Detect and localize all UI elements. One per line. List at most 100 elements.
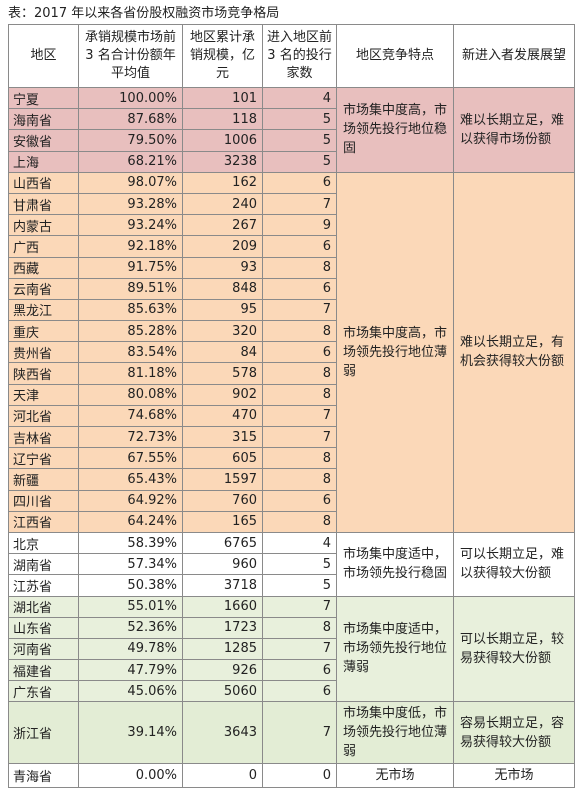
cell-share: 52.36% <box>78 616 183 639</box>
group-outlook: 难以长期立足，难以获得市场份额 <box>453 87 575 173</box>
cell-share: 65.43% <box>78 468 183 491</box>
cell-banks: 6 <box>262 235 337 258</box>
cell-region: 上海 <box>8 150 79 173</box>
cell-region: 广西 <box>8 235 79 258</box>
cell-scale: 1723 <box>182 616 263 639</box>
cell-banks: 6 <box>262 341 337 364</box>
cell-share: 91.75% <box>78 256 183 279</box>
group-outlook: 可以长期立足，难以获得较大份额 <box>453 531 575 597</box>
cell-share: 45.06% <box>78 680 183 703</box>
cell-scale: 3238 <box>182 150 263 173</box>
table-row: 宁夏 100.00% 101 4 市场集中度高，市场领先投行地位稳固 难以长期立… <box>8 86 575 173</box>
cell-banks: 5 <box>262 129 337 152</box>
cell-scale: 578 <box>182 362 263 385</box>
table-row: 湖北省 55.01% 1660 7 市场集中度适中，市场领先投行地位薄弱 可以长… <box>8 595 575 703</box>
cell-share: 72.73% <box>78 425 183 449</box>
cell-region: 重庆 <box>8 320 79 343</box>
cell-region: 湖北省 <box>8 595 79 618</box>
cell-banks: 8 <box>262 510 337 533</box>
cell-banks: 7 <box>262 637 337 661</box>
cell-share: 47.79% <box>78 659 183 682</box>
cell-scale: 267 <box>182 214 263 237</box>
cell-banks: 8 <box>262 256 337 279</box>
cell-scale: 470 <box>182 404 263 428</box>
cell-share: 93.24% <box>78 214 183 237</box>
cell-region: 广东省 <box>8 680 79 703</box>
cell-banks: 6 <box>262 489 337 512</box>
group-feature: 市场集中度适中，市场领先投行稳固 <box>336 531 454 597</box>
cell-scale: 118 <box>182 108 263 131</box>
cell-region: 吉林省 <box>8 425 79 449</box>
cell-banks: 8 <box>262 362 337 385</box>
table-row: 北京 58.39% 6765 4 市场集中度适中，市场领先投行稳固 可以长期立足… <box>8 531 575 597</box>
cell-banks: 8 <box>262 383 337 406</box>
cell-banks: 7 <box>262 425 337 449</box>
cell-share: 57.34% <box>78 553 183 576</box>
cell-region: 陕西省 <box>8 362 79 385</box>
cell-share: 79.50% <box>78 129 183 152</box>
cell-region: 浙江省 <box>8 701 79 765</box>
cell-share: 80.08% <box>78 383 183 406</box>
cell-scale: 95 <box>182 298 263 322</box>
competition-table: 地区 承销规模市场前 3 名合计份额年平均值 地区累计承销规模，亿元 进入地区前… <box>8 24 575 789</box>
table-caption: 表：2017 年以来各省份股权融资市场竞争格局 <box>8 6 280 21</box>
cell-share: 64.92% <box>78 489 183 512</box>
cell-scale: 0 <box>182 763 263 789</box>
cell-scale: 3718 <box>182 574 263 597</box>
cell-scale: 162 <box>182 171 263 194</box>
cell-banks: 9 <box>262 214 337 237</box>
cell-region: 云南省 <box>8 277 79 300</box>
cell-region: 甘肃省 <box>8 192 79 216</box>
cell-share: 85.63% <box>78 298 183 322</box>
cell-scale: 1660 <box>182 595 263 618</box>
cell-banks: 5 <box>262 108 337 131</box>
cell-region: 北京 <box>8 531 79 555</box>
cell-scale: 3643 <box>182 701 263 765</box>
cell-share: 55.01% <box>78 595 183 618</box>
cell-scale: 5060 <box>182 680 263 703</box>
cell-banks: 7 <box>262 701 337 765</box>
cell-region: 河南省 <box>8 637 79 661</box>
cell-scale: 926 <box>182 659 263 682</box>
cell-share: 100.00% <box>78 86 183 110</box>
cell-region: 河北省 <box>8 404 79 428</box>
header-feature: 地区竞争特点 <box>336 24 454 88</box>
cell-share: 89.51% <box>78 277 183 300</box>
cell-banks: 6 <box>262 659 337 682</box>
cell-share: 64.24% <box>78 510 183 533</box>
cell-banks: 4 <box>262 531 337 555</box>
cell-region: 西藏 <box>8 256 79 279</box>
cell-share: 98.07% <box>78 171 183 194</box>
cell-scale: 760 <box>182 489 263 512</box>
header-outlook: 新进入者发展展望 <box>453 24 575 88</box>
cell-share: 81.18% <box>78 362 183 385</box>
cell-region: 青海省 <box>8 763 79 789</box>
cell-share: 87.68% <box>78 108 183 131</box>
cell-banks: 8 <box>262 320 337 343</box>
cell-scale: 240 <box>182 192 263 216</box>
cell-region: 湖南省 <box>8 553 79 576</box>
cell-banks: 5 <box>262 553 337 576</box>
cell-region: 宁夏 <box>8 86 79 110</box>
cell-scale: 320 <box>182 320 263 343</box>
cell-scale: 209 <box>182 235 263 258</box>
cell-banks: 5 <box>262 574 337 597</box>
cell-share: 0.00% <box>78 763 183 789</box>
cell-scale: 84 <box>182 341 263 364</box>
cell-region: 山东省 <box>8 616 79 639</box>
cell-region: 天津 <box>8 383 79 406</box>
group-outlook: 可以长期立足，较易获得较大份额 <box>453 595 575 703</box>
cell-region: 贵州省 <box>8 341 79 364</box>
cell-share: 85.28% <box>78 320 183 343</box>
cell-share: 39.14% <box>78 701 183 765</box>
cell-share: 92.18% <box>78 235 183 258</box>
cell-region: 内蒙古 <box>8 214 79 237</box>
cell-scale: 93 <box>182 256 263 279</box>
group-outlook: 无市场 <box>453 763 575 789</box>
cell-scale: 848 <box>182 277 263 300</box>
cell-banks: 4 <box>262 86 337 110</box>
cell-share: 83.54% <box>78 341 183 364</box>
cell-share: 68.21% <box>78 150 183 173</box>
cell-share: 58.39% <box>78 531 183 555</box>
header-row: 地区 承销规模市场前 3 名合计份额年平均值 地区累计承销规模，亿元 进入地区前… <box>8 24 575 88</box>
